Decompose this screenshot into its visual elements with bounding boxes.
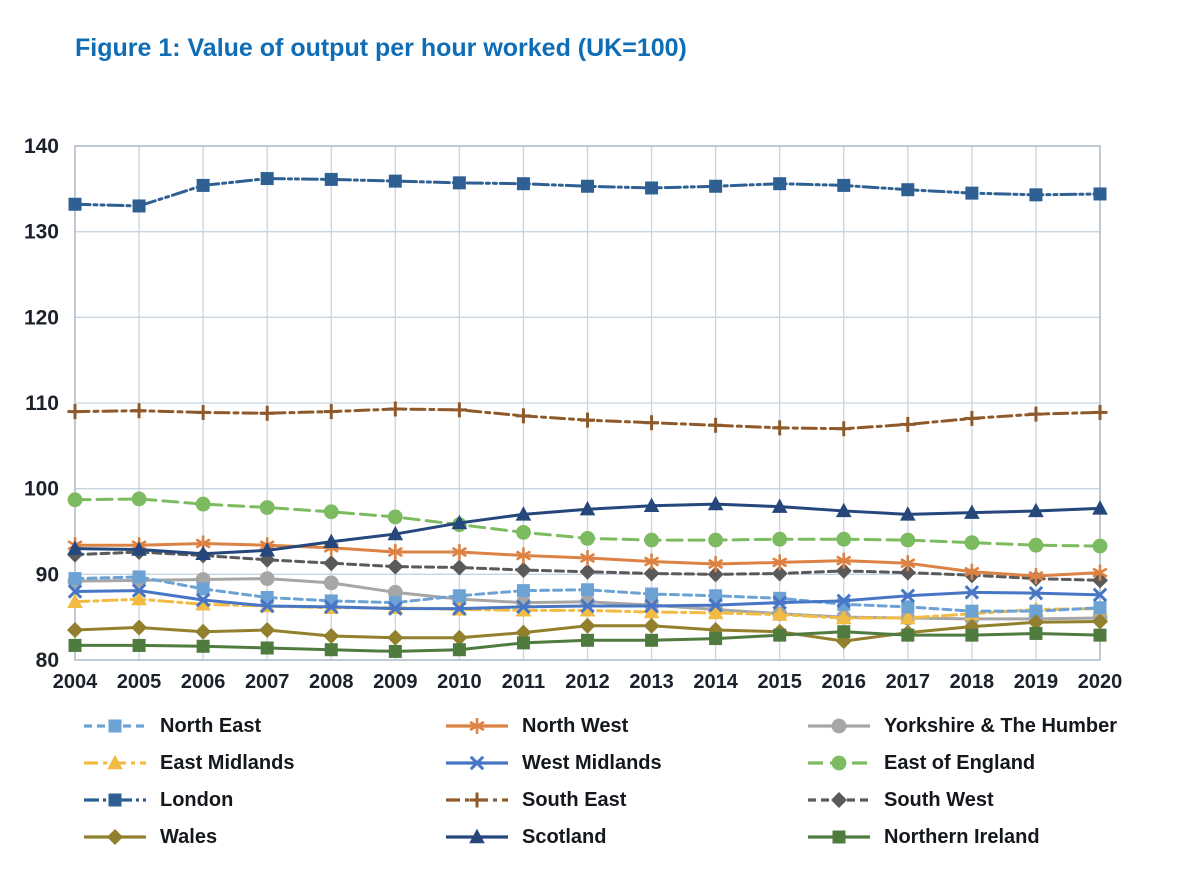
legend-label: South West [884, 788, 994, 811]
legend-item-south-east: South East [444, 786, 806, 814]
legend-item-northern-ireland: Northern Ireland [806, 823, 1154, 851]
south-west-legend-marker [808, 792, 870, 808]
x-tick-label: 2008 [309, 671, 354, 693]
x-axis-labels: 2004 2005 2006 2007 2008 2009 2010 2011 2012 2013… [53, 671, 1123, 693]
legend-item-north-west: North West [444, 712, 806, 740]
legend-item-east-midlands: East Midlands [82, 749, 444, 777]
x-tick-label: 2010 [437, 671, 482, 693]
y-tick-label: 140 [24, 135, 59, 158]
legend-label: Yorkshire & The Humber [884, 714, 1118, 737]
y-tick-label: 80 [36, 649, 59, 672]
scotland-legend-marker [446, 828, 508, 844]
legend-item-west-midlands: West Midlands [444, 749, 806, 777]
x-tick-label: 2016 [822, 671, 867, 693]
y-tick-label: 120 [24, 306, 59, 329]
legend-item-south-west: South West [806, 786, 1154, 814]
legend-label: South East [522, 788, 627, 811]
x-tick-label: 2007 [245, 671, 290, 693]
legend-item-east-of-england: East of England [806, 749, 1154, 777]
legend-item-scotland: Scotland [444, 823, 806, 851]
y-tick-label: 130 [24, 221, 59, 244]
legend-label: East Midlands [160, 751, 295, 774]
south-east-legend-marker [446, 792, 508, 808]
x-tick-label: 2019 [1014, 671, 1059, 693]
wales-legend-marker [84, 829, 146, 845]
x-tick-label: 2018 [950, 671, 995, 693]
east-of-england-legend-marker [808, 755, 870, 771]
legend-label: London [160, 788, 234, 811]
x-tick-label: 2017 [886, 671, 931, 693]
x-tick-label: 2004 [53, 671, 98, 693]
y-axis-labels: 80 90 100 110 120 130 140 [24, 135, 59, 672]
london-legend-marker [84, 793, 146, 807]
x-tick-label: 2015 [757, 671, 802, 693]
x-tick-label: 2012 [565, 671, 610, 693]
chart-legend: North East North West Yorkshire & The Humb… [82, 712, 1154, 851]
plot-border [74, 145, 1101, 661]
legend-item-north-east: North East [82, 712, 444, 740]
legend-label: East of England [884, 751, 1036, 774]
west-midlands-legend-marker [446, 755, 508, 771]
yorkshire-the-humber-legend-marker [808, 718, 870, 734]
x-tick-label: 2020 [1078, 671, 1123, 693]
y-tick-label: 100 [24, 478, 59, 501]
legend-label: North West [522, 714, 629, 737]
x-tick-label: 2013 [629, 671, 674, 693]
x-tick-label: 2005 [117, 671, 162, 693]
north-east-legend-marker [84, 719, 146, 733]
series-london [68, 172, 1107, 213]
legend-label: North East [160, 714, 262, 737]
series-scotland [67, 495, 1108, 560]
y-tick-label: 110 [25, 392, 59, 415]
north-west-legend-marker [446, 718, 508, 734]
x-tick-label: 2006 [181, 671, 226, 693]
legend-label: Wales [160, 825, 218, 848]
x-tick-label: 2014 [693, 671, 738, 693]
legend-item-yorkshire-the-humber: Yorkshire & The Humber [806, 712, 1154, 740]
legend-label: West Midlands [522, 751, 662, 774]
grid-lines [74, 145, 1101, 661]
east-midlands-legend-marker [84, 754, 146, 770]
x-tick-label: 2011 [502, 671, 545, 693]
x-tick-label: 2009 [373, 671, 418, 693]
y-tick-label: 90 [36, 563, 59, 586]
series-northern-ireland [68, 625, 1107, 658]
legend-item-wales: Wales [82, 823, 444, 851]
series-west-midlands [67, 583, 1108, 616]
legend-item-london: London [82, 786, 444, 814]
series-south-east [67, 401, 1108, 437]
northern-ireland-legend-marker [808, 830, 870, 844]
figure-title: Figure 1: Value of output per hour worke… [75, 34, 687, 62]
legend-label: Scotland [522, 825, 607, 848]
legend-label: Northern Ireland [884, 825, 1040, 848]
